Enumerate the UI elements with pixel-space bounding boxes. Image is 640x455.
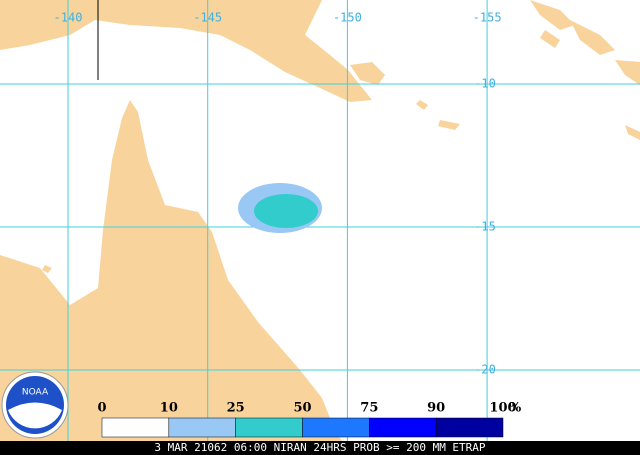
legend-bin [235,417,303,438]
noaa-logo: NOAA [1,371,69,439]
legend-label: 50 [293,401,311,416]
longitude-label: -145 [193,11,222,25]
longitude-label: -155 [473,11,502,25]
legend-bin [302,417,370,438]
legend-bin [101,417,170,438]
legend-bin [435,417,504,438]
footer-bar [0,441,640,455]
legend-label: 100 [489,401,516,416]
legend-label: 25 [227,401,245,416]
prob-25-50 [254,194,318,228]
latitude-label: -20 [474,363,496,377]
legend-bin [168,417,236,438]
footer: 3 MAR 21062 06:00 NIRAN 24HRS PROB >= 20… [154,441,486,454]
legend-label: 0 [97,401,106,416]
legend-unit: % [509,401,522,416]
longitude-label: -140 [54,11,83,25]
longitude-label: -150 [333,11,362,25]
svg-text:NOAA: NOAA [22,388,49,398]
latitude-label: -15 [474,220,496,234]
legend-label: 75 [360,401,378,416]
legend-label: 90 [427,401,445,416]
latitude-label: -10 [474,77,496,91]
legend-bin [369,417,437,438]
legend-label: 10 [160,401,178,416]
rain-probability [238,183,322,233]
